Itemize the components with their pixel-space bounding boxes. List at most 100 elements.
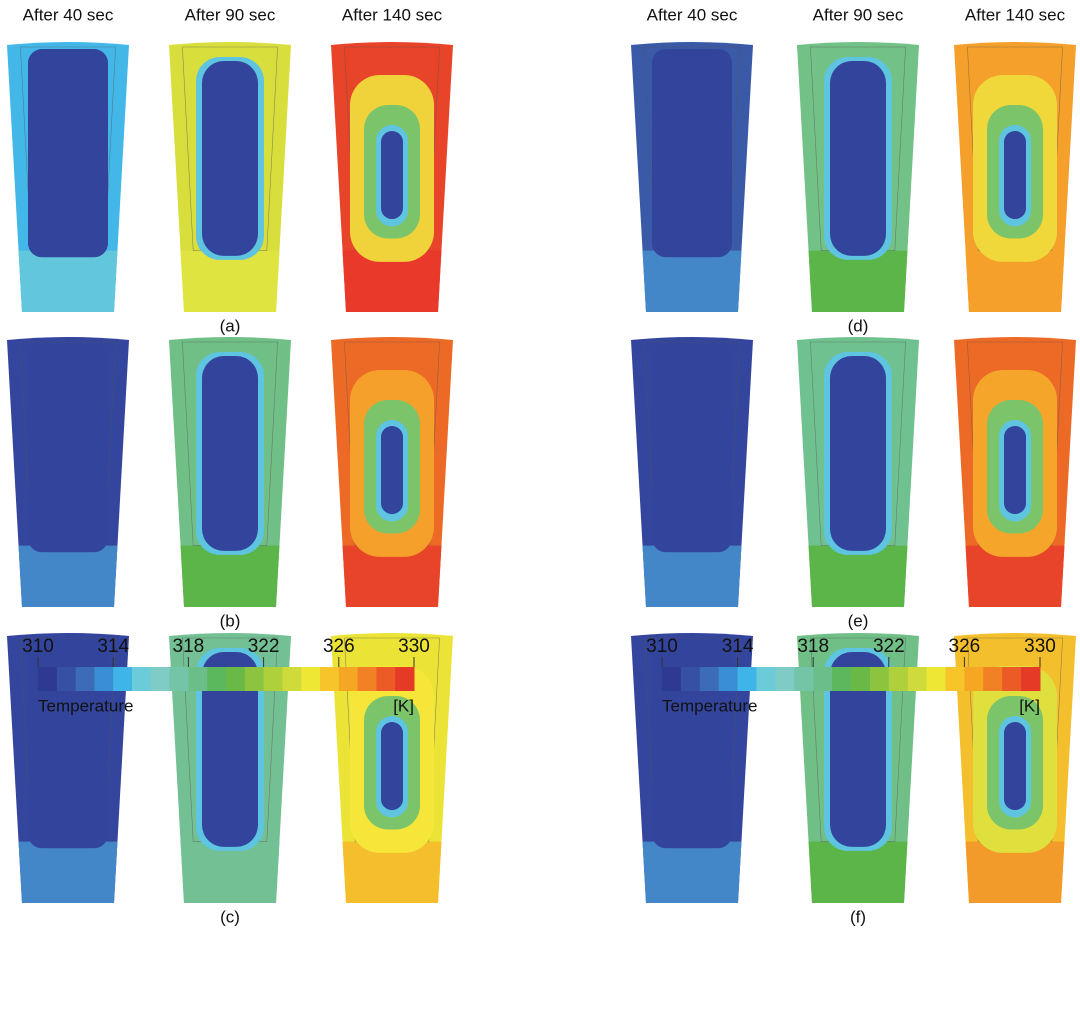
cold-core — [202, 61, 258, 256]
cold-core — [381, 426, 403, 514]
colorbar-segment — [983, 667, 1002, 691]
colorbar-segment — [681, 667, 700, 691]
panel-label: (f) — [850, 907, 866, 926]
panel-label: (e) — [848, 611, 869, 630]
colorbar-segment — [170, 667, 189, 691]
column-header: After 40 sec — [647, 5, 738, 24]
colorbar-segment — [358, 667, 377, 691]
panel-bottom — [19, 842, 118, 903]
colorbar-segment — [851, 667, 870, 691]
colorbar-tick-label: 314 — [97, 636, 129, 657]
colorbar-segment — [794, 667, 813, 691]
contour-panel — [954, 42, 1076, 312]
colorbar-segment — [226, 667, 245, 691]
cold-core — [830, 61, 886, 256]
cold-core — [652, 49, 732, 257]
panel-label: (b) — [220, 611, 241, 630]
colorbar-tick-label: 310 — [646, 636, 678, 657]
colorbar-segment — [132, 667, 151, 691]
colorbar-segment — [964, 667, 983, 691]
panel-label: (a) — [220, 316, 241, 335]
colorbar-segment — [775, 667, 794, 691]
colorbar-segment — [57, 667, 76, 691]
cold-core — [830, 356, 886, 551]
contour-panel — [7, 42, 129, 312]
colorbar-segment — [94, 667, 113, 691]
column-header: After 140 sec — [965, 5, 1066, 24]
column-header: After 90 sec — [185, 5, 276, 24]
contour-panel — [7, 337, 129, 607]
colorbar-segment — [207, 667, 226, 691]
cold-core — [381, 722, 403, 810]
contour-panel — [331, 337, 453, 607]
colorbar-segment — [151, 667, 170, 691]
colorbar-tick-label: 330 — [398, 636, 430, 657]
cold-core — [28, 49, 108, 257]
colorbar-segment — [38, 667, 57, 691]
cold-core — [381, 131, 403, 219]
colorbar-tick-label: 310 — [22, 636, 54, 657]
colorbar-tick-label: 318 — [173, 636, 205, 657]
column-header: After 140 sec — [342, 5, 443, 24]
colorbar-tick-label: 326 — [949, 636, 981, 657]
panel-bottom — [643, 546, 742, 607]
colorbar-segment — [927, 667, 946, 691]
colorbar-segment — [757, 667, 776, 691]
cold-core — [28, 344, 108, 552]
colorbar-unit: [K] — [393, 696, 414, 715]
colorbar-tick-label: 318 — [797, 636, 829, 657]
colorbar-segment — [908, 667, 927, 691]
colorbar-unit: [K] — [1019, 696, 1040, 715]
colorbar-segment — [188, 667, 207, 691]
colorbar-segment — [870, 667, 889, 691]
panel-bottom — [19, 546, 118, 607]
colorbar-segment — [245, 667, 264, 691]
colorbar-tick-label: 322 — [873, 636, 905, 657]
colorbar-label: Temperature — [662, 696, 757, 715]
cold-core — [1004, 131, 1026, 219]
colorbar-segment — [1002, 667, 1021, 691]
colorbar-segment — [339, 667, 358, 691]
colorbar-segment — [113, 667, 132, 691]
colorbar-segment — [662, 667, 681, 691]
colorbar-label: Temperature — [38, 696, 133, 715]
colorbar-segment — [264, 667, 283, 691]
colorbar-segment — [320, 667, 339, 691]
colorbar-segment — [376, 667, 395, 691]
colorbar-tick-label: 322 — [248, 636, 280, 657]
colorbar-segment — [813, 667, 832, 691]
colorbar-segment — [832, 667, 851, 691]
colorbar-segment — [889, 667, 908, 691]
colorbar-tick-label: 314 — [722, 636, 754, 657]
contour-panel — [954, 337, 1076, 607]
contour-panel — [331, 42, 453, 312]
contour-panel — [631, 337, 753, 607]
colorbar-segment — [1021, 667, 1040, 691]
column-header: After 40 sec — [23, 5, 114, 24]
cold-core — [1004, 426, 1026, 514]
colorbar-segment — [946, 667, 965, 691]
colorbar-segment — [395, 667, 414, 691]
cold-core — [202, 356, 258, 551]
colorbar-segment — [76, 667, 95, 691]
colorbar-segment — [719, 667, 738, 691]
contour-panel — [169, 42, 291, 312]
panel-bottom — [19, 251, 118, 312]
contour-panel — [797, 42, 919, 312]
colorbar-segment — [738, 667, 757, 691]
panel-bottom — [643, 842, 742, 903]
contour-panel — [631, 42, 753, 312]
colorbar-tick-label: 330 — [1024, 636, 1056, 657]
panel-label: (d) — [848, 316, 869, 335]
cold-core — [1004, 722, 1026, 810]
colorbar-segment — [700, 667, 719, 691]
colorbar-segment — [282, 667, 301, 691]
cold-core — [652, 344, 732, 552]
panel-label: (c) — [220, 907, 240, 926]
figure: After 40 sec After 90 sec After 140 sec Aft… — [0, 0, 1080, 1030]
panel-bottom — [643, 251, 742, 312]
contour-panel — [169, 337, 291, 607]
contour-panel — [797, 337, 919, 607]
colorbar-segment — [301, 667, 320, 691]
colorbar-tick-label: 326 — [323, 636, 355, 657]
